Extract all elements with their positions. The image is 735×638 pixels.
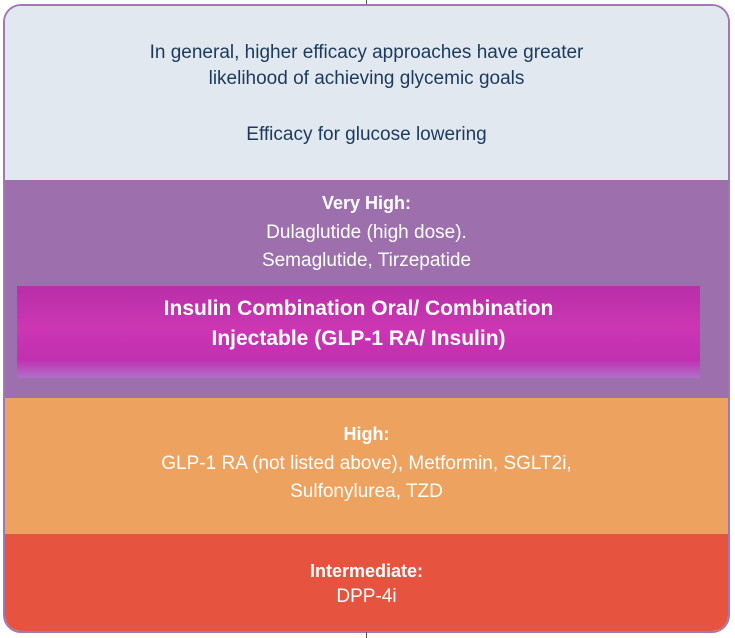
high-drugs-line1: GLP-1 RA (not listed above), Metformin, … bbox=[161, 453, 572, 474]
efficacy-statement: In general, higher efficacy approaches h… bbox=[5, 40, 728, 92]
high-tier: High: GLP-1 RA (not listed above), Metfo… bbox=[5, 398, 728, 534]
high-drugs: GLP-1 RA (not listed above), Metformin, … bbox=[5, 450, 728, 506]
bottom-connector-line bbox=[366, 632, 367, 638]
combination-line1: Insulin Combination Oral/ Combination bbox=[163, 297, 554, 320]
very-high-tier: Very High: Dulaglutide (high dose). Sema… bbox=[5, 180, 728, 398]
intro-band: In general, higher efficacy approaches h… bbox=[5, 6, 728, 180]
efficacy-statement-line2: likelihood of achieving glycemic goals bbox=[208, 68, 525, 89]
efficacy-diagram: In general, higher efficacy approaches h… bbox=[3, 4, 730, 633]
very-high-heading: Very High: bbox=[321, 193, 412, 213]
intermediate-drugs: DPP-4i bbox=[336, 586, 397, 607]
high-heading: High: bbox=[343, 424, 390, 444]
very-high-drugs-line2: Semaglutide, Tirzepatide bbox=[261, 250, 472, 271]
combination-therapy-box: Insulin Combination Oral/ Combination In… bbox=[17, 286, 700, 378]
high-drugs-line2: Sulfonylurea, TZD bbox=[290, 481, 443, 502]
intermediate-tier: Intermediate: DPP-4i bbox=[5, 534, 728, 631]
very-high-drugs: Dulaglutide (high dose). Semaglutide, Ti… bbox=[5, 219, 728, 275]
very-high-drugs-line1: Dulaglutide (high dose). bbox=[266, 222, 467, 243]
top-connector-line bbox=[366, 0, 367, 6]
efficacy-label: Efficacy for glucose lowering bbox=[246, 124, 487, 145]
intermediate-heading: Intermediate: bbox=[309, 561, 424, 581]
efficacy-statement-line1: In general, higher efficacy approaches h… bbox=[149, 42, 584, 63]
combination-line2: Injectable (GLP-1 RA/ Insulin) bbox=[211, 327, 506, 350]
